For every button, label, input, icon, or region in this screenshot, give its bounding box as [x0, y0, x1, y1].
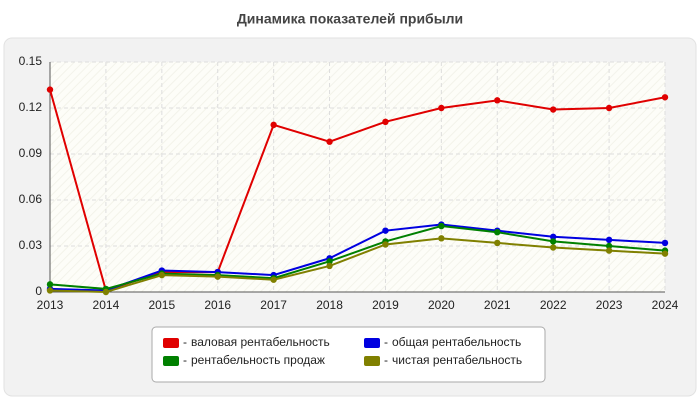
- point: [549, 238, 557, 245]
- legend: [151, 326, 546, 383]
- y-tick-label: 0.15: [19, 54, 43, 68]
- point: [494, 239, 501, 247]
- x-tick-label: 2020: [428, 298, 455, 312]
- y-tick-label: 0: [35, 284, 42, 298]
- x-tick-label: 2015: [148, 298, 175, 312]
- point: [46, 281, 54, 288]
- series-line: [49, 237, 666, 294]
- x-tick-label: 2019: [372, 298, 399, 312]
- point: [326, 262, 333, 270]
- y-tick-label: 0.03: [19, 238, 43, 252]
- y-tick-label: 0.06: [19, 192, 43, 206]
- x-tick-label: 2021: [484, 298, 511, 312]
- point: [46, 86, 54, 93]
- point: [494, 97, 501, 104]
- point: [326, 138, 333, 145]
- point: [158, 271, 166, 279]
- point: [438, 235, 445, 242]
- x-tick-label: 2024: [652, 298, 679, 312]
- x-tick-label: 2013: [37, 298, 64, 312]
- chart-title: Динамика показателей прибыли: [237, 11, 463, 27]
- point: [549, 244, 557, 251]
- point: [270, 276, 277, 283]
- point: [382, 227, 389, 234]
- x-tick-label: 2014: [93, 298, 120, 312]
- legend-label: рентабельность продаж: [191, 353, 325, 367]
- legend-swatch: [163, 338, 179, 348]
- point: [661, 94, 669, 101]
- point: [661, 250, 669, 257]
- y-tick-label: 0.09: [19, 146, 43, 160]
- point: [494, 229, 501, 236]
- point: [438, 104, 445, 112]
- point: [102, 288, 110, 296]
- x-tick-label: 2023: [596, 298, 623, 312]
- legend-swatch: [163, 356, 179, 366]
- point: [605, 242, 613, 250]
- legend-label: чистая рентабельность: [392, 353, 522, 367]
- point: [382, 118, 389, 126]
- series-line: [49, 223, 666, 292]
- x-tick-label: 2016: [204, 298, 231, 312]
- point: [605, 247, 613, 254]
- legend-dash: -: [384, 335, 388, 349]
- point: [605, 104, 613, 112]
- y-tick-label: 0.12: [19, 100, 43, 114]
- point: [661, 239, 669, 247]
- plot-area: [50, 62, 665, 292]
- legend-dash: -: [183, 353, 187, 367]
- point: [549, 106, 557, 113]
- legend-dash: -: [183, 335, 187, 349]
- legend-dash: -: [384, 353, 388, 367]
- legend-label: общая рентабельность: [392, 335, 521, 349]
- point: [438, 222, 445, 230]
- point: [605, 236, 613, 244]
- point: [46, 287, 54, 294]
- point: [214, 273, 221, 280]
- legend-swatch: [364, 338, 380, 348]
- point: [382, 241, 389, 248]
- point: [270, 121, 277, 129]
- x-tick-label: 2017: [260, 298, 287, 312]
- legend-label: валовая рентабельность: [191, 335, 330, 349]
- x-tick-label: 2018: [316, 298, 343, 312]
- x-tick-label: 2022: [540, 298, 567, 312]
- series-line: [49, 225, 666, 290]
- point: [549, 233, 557, 240]
- point: [326, 258, 333, 265]
- legend-swatch: [364, 356, 380, 366]
